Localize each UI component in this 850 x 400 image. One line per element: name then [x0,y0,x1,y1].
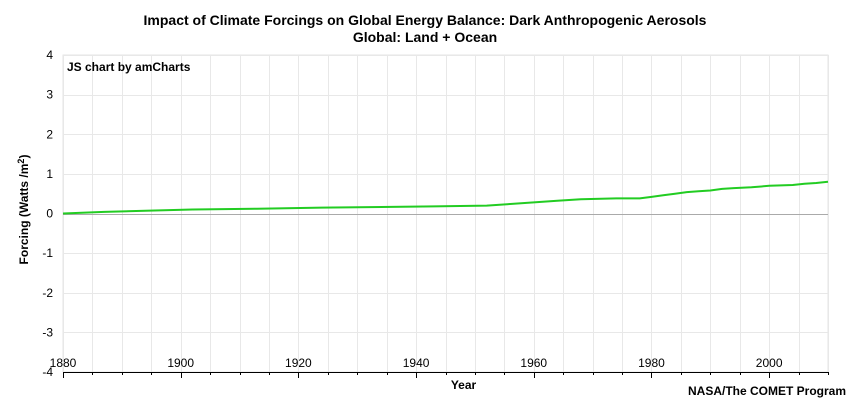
x-tick-label: 1960 [520,356,547,370]
amcharts-watermark: JS chart by amCharts [67,60,191,74]
y-axis-label: Forcing (Watts /m2) [16,155,31,265]
y-tick-label: -4 [42,365,53,379]
y-axis-label-superscript: 2 [16,159,26,164]
y-axis-label-text: Forcing (Watts /m [17,164,31,265]
chart-title: Impact of Climate Forcings on Global Ene… [143,12,707,28]
x-axis-label: Year [451,378,477,392]
y-tick-label: 3 [46,88,53,102]
y-tick-label: -3 [42,325,53,339]
series-line [62,180,829,215]
y-tick-label: 2 [46,127,53,141]
y-tick-label: -2 [42,286,53,300]
x-tick-label: 1900 [167,356,194,370]
x-tick-label: 1940 [403,356,430,370]
y-tick-label: 1 [46,167,53,181]
x-tick-label: 2000 [756,356,783,370]
y-tick-label: 0 [46,207,53,221]
plot-area [62,54,829,373]
y-tick-label: 4 [46,48,53,62]
y-tick-label: -1 [42,246,53,260]
x-tick-label: 1920 [285,356,312,370]
chart-subtitle: Global: Land + Ocean [352,29,498,45]
x-tick-label: 1980 [638,356,665,370]
y-axis-label-close: ) [17,155,31,159]
x-tick-label: 1880 [50,356,77,370]
credit-text: NASA/The COMET Program [687,384,846,398]
